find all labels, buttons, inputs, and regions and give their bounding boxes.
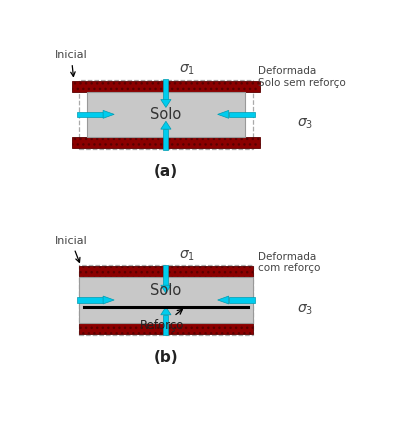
Bar [79,323,253,334]
Text: Inicial: Inicial [55,50,87,76]
Bar [72,80,260,91]
Bar [79,266,253,277]
Bar [77,112,103,117]
Bar [79,80,253,149]
Bar [164,265,168,285]
Polygon shape [218,110,229,118]
Polygon shape [161,285,171,293]
Text: Reforço: Reforço [140,309,184,332]
Bar [164,79,168,99]
Bar [87,91,245,137]
Polygon shape [218,296,229,304]
Bar [79,277,253,323]
Bar [72,137,260,148]
Text: Solo: Solo [150,107,182,122]
Polygon shape [103,110,114,118]
Bar [229,297,255,303]
Bar [229,112,255,117]
Text: $\sigma_1$: $\sigma_1$ [179,248,195,263]
Polygon shape [161,99,171,107]
Polygon shape [103,296,114,304]
Text: Deformada
Solo sem reforço: Deformada Solo sem reforço [258,66,345,88]
Bar [164,129,168,150]
Text: (b): (b) [154,350,178,365]
Bar [77,297,103,303]
Text: $\sigma_1$: $\sigma_1$ [179,63,195,77]
Bar [79,266,253,335]
Polygon shape [161,121,171,129]
Text: Inicial: Inicial [55,236,87,263]
Text: $\sigma_3$: $\sigma_3$ [297,117,313,131]
Text: Deformada
com reforço: Deformada com reforço [258,252,320,273]
Bar [164,315,168,335]
Polygon shape [161,307,171,315]
Text: Solo: Solo [150,282,182,297]
Text: (a): (a) [154,164,178,179]
Text: $\sigma_3$: $\sigma_3$ [297,303,313,317]
